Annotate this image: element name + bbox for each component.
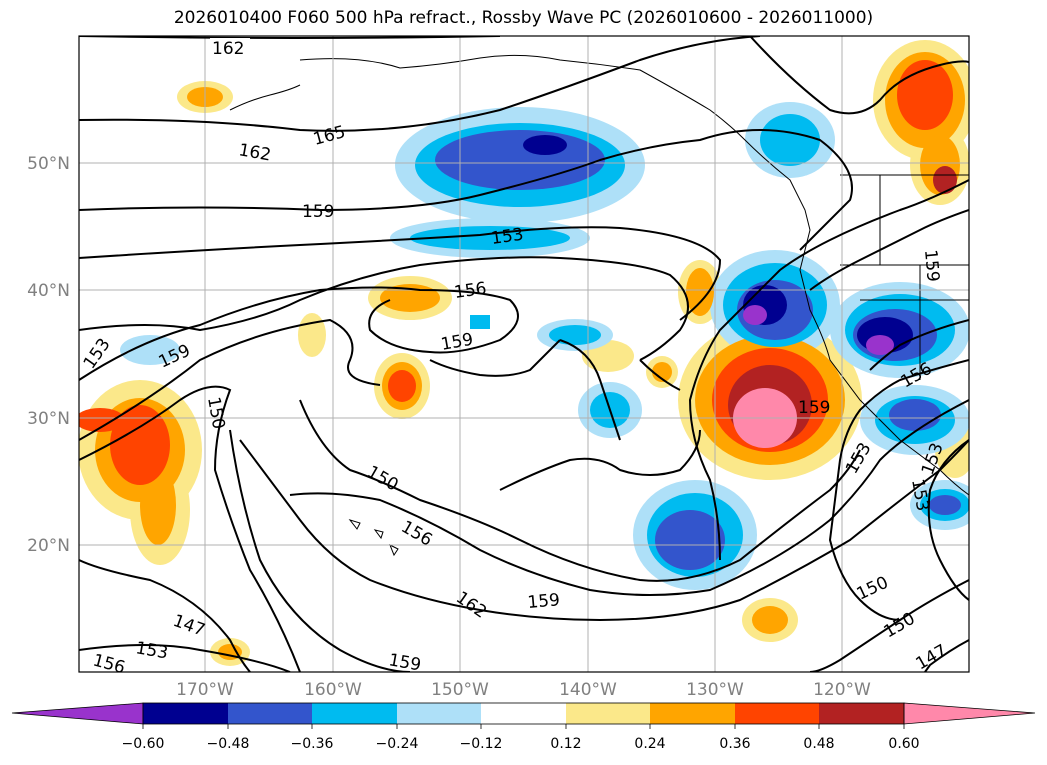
contour-label: 147 (170, 611, 207, 641)
lon-label-120w: 120°W (813, 680, 871, 700)
contour-lines (79, 36, 969, 672)
colorbar-bin (143, 703, 228, 724)
colorbar: −0.60 −0.48 −0.36 −0.24 −0.12 0.12 0.24 … (11, 702, 1036, 752)
colorbar-bin (397, 703, 481, 724)
contour-label: 162 (452, 588, 490, 623)
colorbar-tick-label: −0.36 (291, 736, 334, 752)
contour-label: 159 (798, 398, 830, 418)
contour-label: 153 (80, 335, 115, 373)
contour-label: 150 (364, 462, 402, 496)
orange-n1 (686, 268, 714, 316)
plot-title: 2026010400 F060 500 hPa refract., Rossby… (173, 8, 874, 28)
orange-se (752, 606, 788, 634)
halo-blue-w (120, 335, 180, 365)
contour-label: 156 (91, 651, 128, 679)
orange-mid (652, 362, 672, 382)
colorbar-tick-label: 0.24 (634, 736, 665, 752)
lon-labels: 170°W 160°W 150°W 140°W 130°W 120°W (176, 680, 871, 700)
colorbar-bin (650, 703, 735, 724)
contour-label: 162 (212, 39, 244, 59)
blue-small-center (470, 315, 490, 329)
navy-north (523, 135, 567, 155)
lat-labels: 50°N 40°N 30°N 20°N (27, 154, 70, 556)
colorbar-bin (566, 703, 650, 724)
colorbar-bin (819, 703, 904, 724)
lon-label-170w: 170°W (176, 680, 234, 700)
contour-label: 150 (203, 395, 228, 430)
red-ne (897, 60, 953, 130)
map-frame (78, 35, 970, 673)
lat-label-50n: 50°N (27, 154, 70, 174)
gridlines (79, 36, 969, 672)
blue-ne (760, 114, 820, 166)
lat-label-20n: 20°N (27, 536, 70, 556)
lon-label-140w: 140°W (559, 680, 617, 700)
orange-sw (140, 465, 176, 545)
red-west (110, 405, 170, 485)
lat-label-30n: 30°N (27, 409, 70, 429)
contour-label: 156 (453, 279, 488, 303)
red-west-arm (79, 408, 125, 432)
colorbar-tick-label: −0.48 (207, 736, 250, 752)
contour-label: 159 (527, 590, 561, 613)
lon-label-130w: 130°W (686, 680, 744, 700)
shaded-fields (79, 40, 969, 666)
medblue-se2 (889, 399, 941, 431)
colorbar-bin (735, 703, 819, 724)
lat-label-40n: 40°N (27, 281, 70, 301)
colorbar-tick-label: −0.60 (122, 736, 165, 752)
contour-label: 165 (311, 122, 348, 150)
lon-label-150w: 150°W (431, 680, 489, 700)
colorbar-tick-label: −0.12 (460, 736, 503, 752)
contour-label: 162 (237, 140, 272, 165)
contour-label: 147 (913, 641, 951, 675)
blue-north2 (410, 226, 570, 250)
lon-label-160w: 160°W (304, 680, 362, 700)
colorbar-tick-label: 0.36 (719, 736, 750, 752)
red-center2 (388, 370, 416, 402)
colorbar-bin (481, 703, 566, 724)
contour-label: 159 (920, 249, 943, 283)
colorbar-tick-label: 0.48 (803, 736, 834, 752)
colorbar-tick-label: 0.60 (888, 736, 919, 752)
colorbar-extend-max (903, 702, 1036, 725)
contour-label: 153 (490, 225, 525, 249)
colorbar-outline (142, 702, 905, 725)
medblue-se (655, 510, 725, 570)
colorbar-tick-label: −0.24 (376, 736, 419, 752)
contour-label: 150 (881, 609, 919, 643)
contour-label: 150 (854, 573, 892, 605)
colorbar-extend-min (11, 702, 144, 725)
purple-east2 (866, 335, 894, 355)
contour-label: 159 (439, 330, 474, 355)
contour-label: 153 (134, 638, 169, 663)
halo-yellow-w2 (298, 313, 326, 357)
purple-east (743, 305, 767, 325)
medblue-se3 (929, 495, 961, 515)
colorbar-bin (312, 703, 397, 724)
darkred-ne (933, 166, 957, 194)
colorbar-tick-label: 0.12 (550, 736, 581, 752)
colorbar-bin (228, 703, 312, 724)
contour-label: 159 (302, 202, 334, 222)
